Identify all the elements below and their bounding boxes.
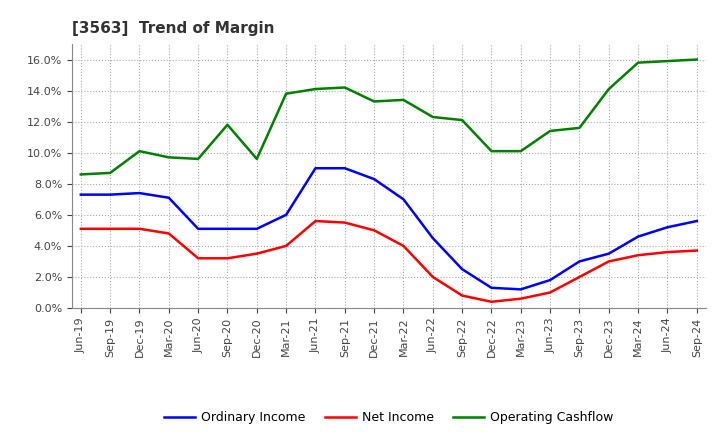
Net Income <box>341 220 349 225</box>
Text: [3563]  Trend of Margin: [3563] Trend of Margin <box>72 21 274 36</box>
Net Income <box>399 243 408 249</box>
Operating Cashflow <box>135 149 144 154</box>
Ordinary Income <box>516 287 525 292</box>
Legend: Ordinary Income, Net Income, Operating Cashflow: Ordinary Income, Net Income, Operating C… <box>159 407 618 429</box>
Ordinary Income <box>693 218 701 224</box>
Operating Cashflow <box>253 156 261 161</box>
Net Income <box>76 226 85 231</box>
Operating Cashflow <box>341 85 349 90</box>
Ordinary Income <box>223 226 232 231</box>
Line: Net Income: Net Income <box>81 221 697 302</box>
Ordinary Income <box>311 165 320 171</box>
Ordinary Income <box>135 191 144 196</box>
Operating Cashflow <box>546 128 554 134</box>
Net Income <box>135 226 144 231</box>
Net Income <box>546 290 554 295</box>
Net Income <box>458 293 467 298</box>
Net Income <box>253 251 261 256</box>
Ordinary Income <box>76 192 85 197</box>
Net Income <box>634 253 642 258</box>
Line: Ordinary Income: Ordinary Income <box>81 168 697 290</box>
Net Income <box>575 274 584 279</box>
Operating Cashflow <box>399 97 408 103</box>
Ordinary Income <box>399 197 408 202</box>
Operating Cashflow <box>282 91 290 96</box>
Net Income <box>487 299 496 304</box>
Operating Cashflow <box>223 122 232 128</box>
Net Income <box>223 256 232 261</box>
Operating Cashflow <box>428 114 437 120</box>
Operating Cashflow <box>487 149 496 154</box>
Operating Cashflow <box>663 59 672 64</box>
Net Income <box>311 218 320 224</box>
Operating Cashflow <box>458 117 467 123</box>
Ordinary Income <box>370 176 379 182</box>
Operating Cashflow <box>516 149 525 154</box>
Ordinary Income <box>282 212 290 217</box>
Net Income <box>605 259 613 264</box>
Ordinary Income <box>253 226 261 231</box>
Operating Cashflow <box>605 86 613 92</box>
Net Income <box>194 256 202 261</box>
Operating Cashflow <box>634 60 642 65</box>
Ordinary Income <box>428 235 437 241</box>
Operating Cashflow <box>164 155 173 160</box>
Operating Cashflow <box>76 172 85 177</box>
Operating Cashflow <box>370 99 379 104</box>
Net Income <box>370 228 379 233</box>
Ordinary Income <box>546 277 554 282</box>
Ordinary Income <box>458 267 467 272</box>
Ordinary Income <box>634 234 642 239</box>
Ordinary Income <box>341 165 349 171</box>
Ordinary Income <box>106 192 114 197</box>
Ordinary Income <box>194 226 202 231</box>
Operating Cashflow <box>311 86 320 92</box>
Net Income <box>663 249 672 255</box>
Net Income <box>516 296 525 301</box>
Line: Operating Cashflow: Operating Cashflow <box>81 59 697 174</box>
Net Income <box>428 274 437 279</box>
Operating Cashflow <box>106 170 114 176</box>
Ordinary Income <box>575 259 584 264</box>
Operating Cashflow <box>194 156 202 161</box>
Net Income <box>164 231 173 236</box>
Net Income <box>282 243 290 249</box>
Operating Cashflow <box>693 57 701 62</box>
Net Income <box>106 226 114 231</box>
Operating Cashflow <box>575 125 584 131</box>
Ordinary Income <box>164 195 173 200</box>
Ordinary Income <box>663 224 672 230</box>
Ordinary Income <box>605 251 613 256</box>
Ordinary Income <box>487 285 496 290</box>
Net Income <box>693 248 701 253</box>
